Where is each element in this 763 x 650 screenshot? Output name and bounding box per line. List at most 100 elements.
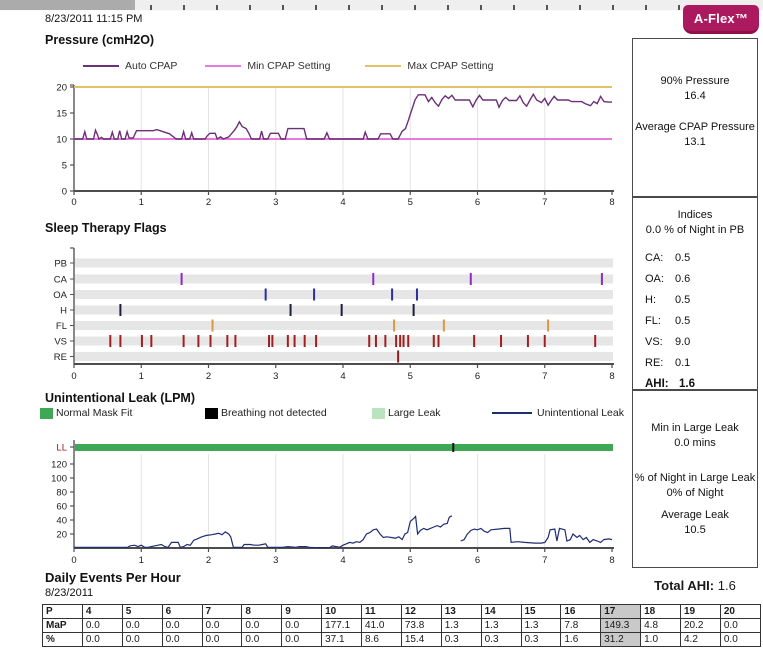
total-ahi: Total AHI: 1.6 [632,578,758,593]
table-cell: 73.8 [400,618,442,633]
clipped-mark [645,5,647,10]
table-cell: 1.3 [520,618,562,633]
svg-text:2: 2 [206,197,211,208]
svg-text:5: 5 [62,161,67,172]
index-value: 0.5 [675,252,691,264]
index-label: FL: [645,315,661,327]
ahi-row: AHI: 1.6 [645,374,757,395]
table-header-cell: 15 [520,604,562,619]
table-cell: 0.3 [480,632,522,647]
table-row: % 0.0 0.0 0.0 0.0 0.0 0.0 37.1 8.6 15.4 0.3 0.3 0.3 1… [42,632,762,647]
table-cell: 4.8 [640,618,681,633]
table-cell: 0.0 [281,618,323,633]
table-cell: 0.0 [121,618,163,633]
table-header-cell: 6 [161,604,203,619]
legend-swatch [40,407,53,419]
svg-text:10: 10 [56,135,67,146]
svg-text:3: 3 [273,197,278,208]
table-cell: 0.0 [161,632,203,647]
clipped-gray-block [0,0,135,10]
table-cell: 8.6 [361,632,402,647]
table-header-cell: 7 [201,604,243,619]
pct-large-leak-label: % of Night in Large Leak [634,472,756,484]
legend-line-swatch [205,65,242,67]
table-header-cell: 8 [241,604,283,619]
svg-text:3: 3 [273,555,278,566]
svg-text:60: 60 [56,502,67,513]
table-cell: 0.3 [440,632,482,647]
table-header-cell: 9 [281,604,323,619]
pressure-90-label: 90% Pressure [660,75,730,87]
table-header-cell: 17 [600,604,642,619]
table-row-label: MaP [42,618,83,633]
svg-text:8: 8 [609,371,614,382]
table-cell: 0.0 [241,618,283,633]
table-header-cell: 18 [640,604,681,619]
svg-text:7: 7 [542,197,547,208]
svg-text:6: 6 [475,555,480,566]
sleep-therapy-flags-chart: PB CA OA H FL VS RE 0 1 2 3 4 5 6 7 8 [53,247,615,382]
clipped-mark [546,5,548,10]
svg-text:5: 5 [408,555,413,566]
table-header-cell: 11 [361,604,402,619]
clipped-mark [447,5,449,10]
svg-text:15: 15 [56,109,67,120]
svg-text:7: 7 [542,555,547,566]
table-cell: 1.0 [640,632,681,647]
table-header-cell: 13 [440,604,482,619]
svg-text:8: 8 [609,197,614,208]
legend-item: Auto CPAP [83,60,177,72]
index-value: 0.6 [675,273,691,285]
svg-text:20: 20 [56,83,67,94]
index-row: CA: 0.5 [645,248,757,269]
svg-text:80: 80 [56,488,67,499]
clipped-mark [381,5,383,10]
total-ahi-value: 1.6 [717,578,736,593]
clipped-mark [414,5,416,10]
svg-text:1: 1 [139,371,144,382]
legend-label: Auto CPAP [125,60,178,72]
avg-leak-label: Average Leak [661,509,729,521]
svg-text:PB: PB [54,259,67,270]
svg-text:5: 5 [408,197,413,208]
table-cell: 0.3 [520,632,562,647]
index-row: RE: 0.1 [645,353,757,374]
leak-chart: LL 20 40 60 80 100 120 0 1 2 3 4 5 6 7 8 [51,440,615,566]
legend-label: Unintentional Leak [537,407,624,419]
index-label: CA: [645,252,664,264]
leak-chart-title: Unintentional Leak (LPM) [45,391,195,405]
svg-text:LL: LL [56,443,67,454]
svg-text:4: 4 [340,555,345,566]
svg-text:2: 2 [206,555,211,566]
table-cell: 149.3 [600,618,642,633]
table-header-cell: 4 [81,604,123,619]
clipped-mark [348,5,350,10]
svg-text:RE: RE [54,352,67,363]
svg-text:3: 3 [273,371,278,382]
avg-cpap-label: Average CPAP Pressure [635,121,755,133]
svg-text:OA: OA [53,290,67,301]
clipped-mark [678,5,680,10]
clipped-top-strip [0,0,763,11]
index-value: 9.0 [675,336,691,348]
table-cell: 4.2 [680,632,721,647]
a-flex-logo-text: A-Flex™ [693,10,749,26]
table-row-label: % [42,632,83,647]
svg-text:2: 2 [206,371,211,382]
index-row: OA: 0.6 [645,269,757,290]
table-cell: 1.3 [440,618,482,633]
table-cell: 0.0 [121,632,163,647]
svg-text:6: 6 [475,371,480,382]
clipped-mark [480,5,482,10]
legend-item: Max CPAP Setting [365,60,493,72]
svg-text:20: 20 [56,530,67,541]
table-header-cell: 19 [680,604,721,619]
a-flex-logo: A-Flex™ [683,5,759,34]
min-large-leak-label: Min in Large Leak [651,422,739,434]
table-header-row: P 4 5 6 7 8 9 10 11 12 13 14 15 16 17 18 19 20 [42,604,762,619]
svg-text:5: 5 [408,371,413,382]
legend-item: Large Leak [372,407,441,419]
pressure-90-value: 16.4 [684,90,706,102]
svg-text:VS: VS [54,337,67,348]
